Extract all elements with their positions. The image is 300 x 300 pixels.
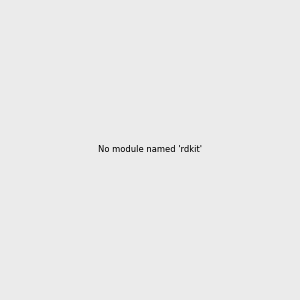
Text: No module named 'rdkit': No module named 'rdkit' (98, 146, 202, 154)
